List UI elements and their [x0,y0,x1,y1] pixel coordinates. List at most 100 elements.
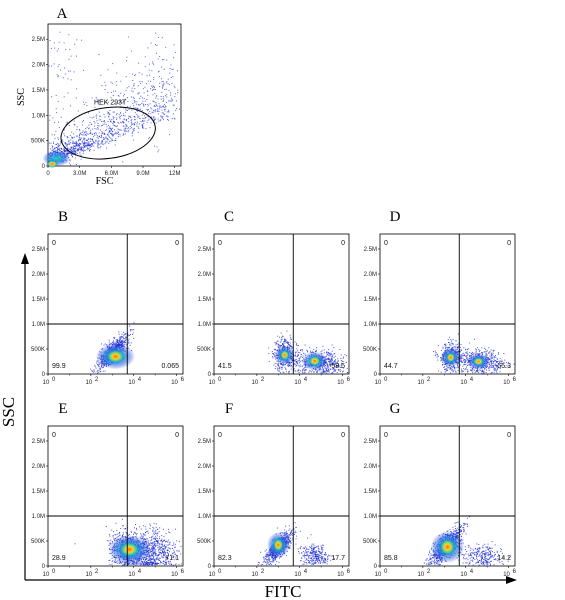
y-tick-label: 2.5M [364,247,377,253]
x-tick-label: 10 [171,380,178,386]
y-tick-label: 1.5M [364,489,377,495]
y-tick-label: 1.5M [198,489,211,495]
density-peak [105,349,126,364]
density-peak [118,541,140,558]
y-tick-label: 1.0M [32,514,45,520]
y-tick-label: 500K [363,539,377,545]
quadrant-lr-value: 55.3 [497,363,511,370]
y-tick-label: 2.5M [198,247,211,253]
quadrant-lr-value: 0.065 [161,363,179,370]
density-peak [308,355,322,367]
y-tick-label: 1.0M [198,514,211,520]
x-tick-exponent: 6 [181,569,185,575]
y-tick-label: 2.0M [364,272,377,278]
y-tick-label: 2.0M [198,272,211,278]
y-tick-label: 1.5M [32,489,45,495]
x-tick-label: 10 [294,380,301,386]
y-ticks: 0 500K 1.0M 1.5M 2.0M 2.5M [31,247,48,378]
x-tick-label: 10 [43,380,50,386]
y-tick-label: 1.5M [32,88,45,94]
quadrant-lr-value: 17.7 [331,555,345,562]
gate-label: HEK 293T [94,100,127,107]
y-tick-label: 0 [42,164,46,170]
quadrant-ll-value: 99.9 [52,363,66,370]
y-ticks: 0 500K 1.0M 1.5M 2.0M 2.5M [363,247,380,378]
panel-label-d: D [390,209,401,225]
y-tick-label: 2.0M [364,464,377,470]
x-tick-exponent: 0 [218,377,222,383]
quadrant-ul-value: 0 [384,432,388,439]
y-tick-label: 2.0M [32,63,45,69]
panel-label-b: B [58,209,68,225]
x-ticks: 10 0 10 2 10 4 10 6 [209,374,351,386]
quadrant-lr-value: 71.1 [165,555,179,562]
x-tick-exponent: 2 [95,569,99,575]
y-tick-label: 500K [363,347,377,353]
y-ticks: 0 500K 1.0M 1.5M 2.0M 2.5M [31,439,48,570]
quadrant-ll-value: 82.3 [218,555,232,562]
quadrant-ur-value: 0 [341,432,345,439]
x-tick-label: 10 [252,380,259,386]
quadrant-ll-value: 44.7 [384,363,398,370]
x-tick-exponent: 4 [138,569,142,575]
panel-a: A HEK 293T 0 500K 1.0M 1.5M 2.0M 2.5M 0 3.0M 6.0M 9… [16,6,182,187]
x-tick-label: 10 [209,572,216,578]
shared-axes: SSC FITC [0,253,517,600]
y-tick-label: 2.5M [32,37,45,43]
y-tick-label: 500K [31,139,45,145]
density-peak [272,537,284,553]
shared-x-axis-title: FITC [265,582,302,600]
x-ticks: 10 0 10 2 10 4 10 6 [43,374,185,386]
density-peak [445,352,456,363]
y-axis-title: SSC [16,88,27,106]
x-tick-exponent: 0 [52,569,56,575]
x-tick-exponent: 4 [470,569,474,575]
y-tick-label: 1.0M [364,322,377,328]
y-tick-label: 0 [374,564,378,570]
x-tick-exponent: 6 [513,377,517,383]
y-ticks: 0 500K 1.0M 1.5M 2.0M 2.5M [197,439,214,570]
x-ticks: 10 0 10 2 10 4 10 6 [375,566,517,578]
x-tick-label: 12M [169,171,181,177]
y-tick-label: 2.5M [364,439,377,445]
y-tick-label: 2.5M [32,439,45,445]
quadrant-ur-value: 0 [175,432,179,439]
x-axis-title: FSC [96,176,114,187]
x-tick-label: 10 [209,380,216,386]
shared-y-axis-title: SSC [0,397,18,427]
x-tick-label: 10 [460,380,467,386]
y-tick-label: 500K [31,347,45,353]
y-tick-label: 0 [208,372,212,378]
x-tick-label: 10 [418,572,425,578]
y-tick-label: 0 [208,564,212,570]
y-tick-label: 2.5M [32,247,45,253]
x-tick-exponent: 0 [52,377,56,383]
density-peak [279,349,290,361]
x-tick-exponent: 2 [261,377,265,383]
x-tick-label: 10 [503,380,510,386]
x-tick-label: 10 [171,572,178,578]
hek293t-gate [60,106,156,160]
y-ticks: 0 500K 1.0M 1.5M 2.0M 2.5M [363,439,380,570]
x-tick-exponent: 4 [304,569,308,575]
quadrant-ul-value: 0 [218,240,222,247]
x-tick-exponent: 0 [218,569,222,575]
x-tick-label: 6.0M [105,171,118,177]
y-tick-label: 0 [42,564,46,570]
plot-frame [47,23,182,167]
quadrant-ll-value: 85.8 [384,555,398,562]
x-tick-label: 10 [460,572,467,578]
x-tick-exponent: 4 [470,377,474,383]
shared-y-axis-arrow [21,253,29,264]
panels: A HEK 293T 0 500K 1.0M 1.5M 2.0M 2.5M 0 3.0M 6.0M 9… [16,6,517,578]
panel-label-c: C [224,209,234,225]
quadrant-ur-value: 0 [507,240,511,247]
y-tick-label: 2.0M [198,464,211,470]
y-ticks: 0 500K 1.0M 1.5M 2.0M 2.5M [31,37,48,170]
x-tick-exponent: 2 [95,377,99,383]
x-tick-label: 10 [43,572,50,578]
density-peak [439,538,456,556]
